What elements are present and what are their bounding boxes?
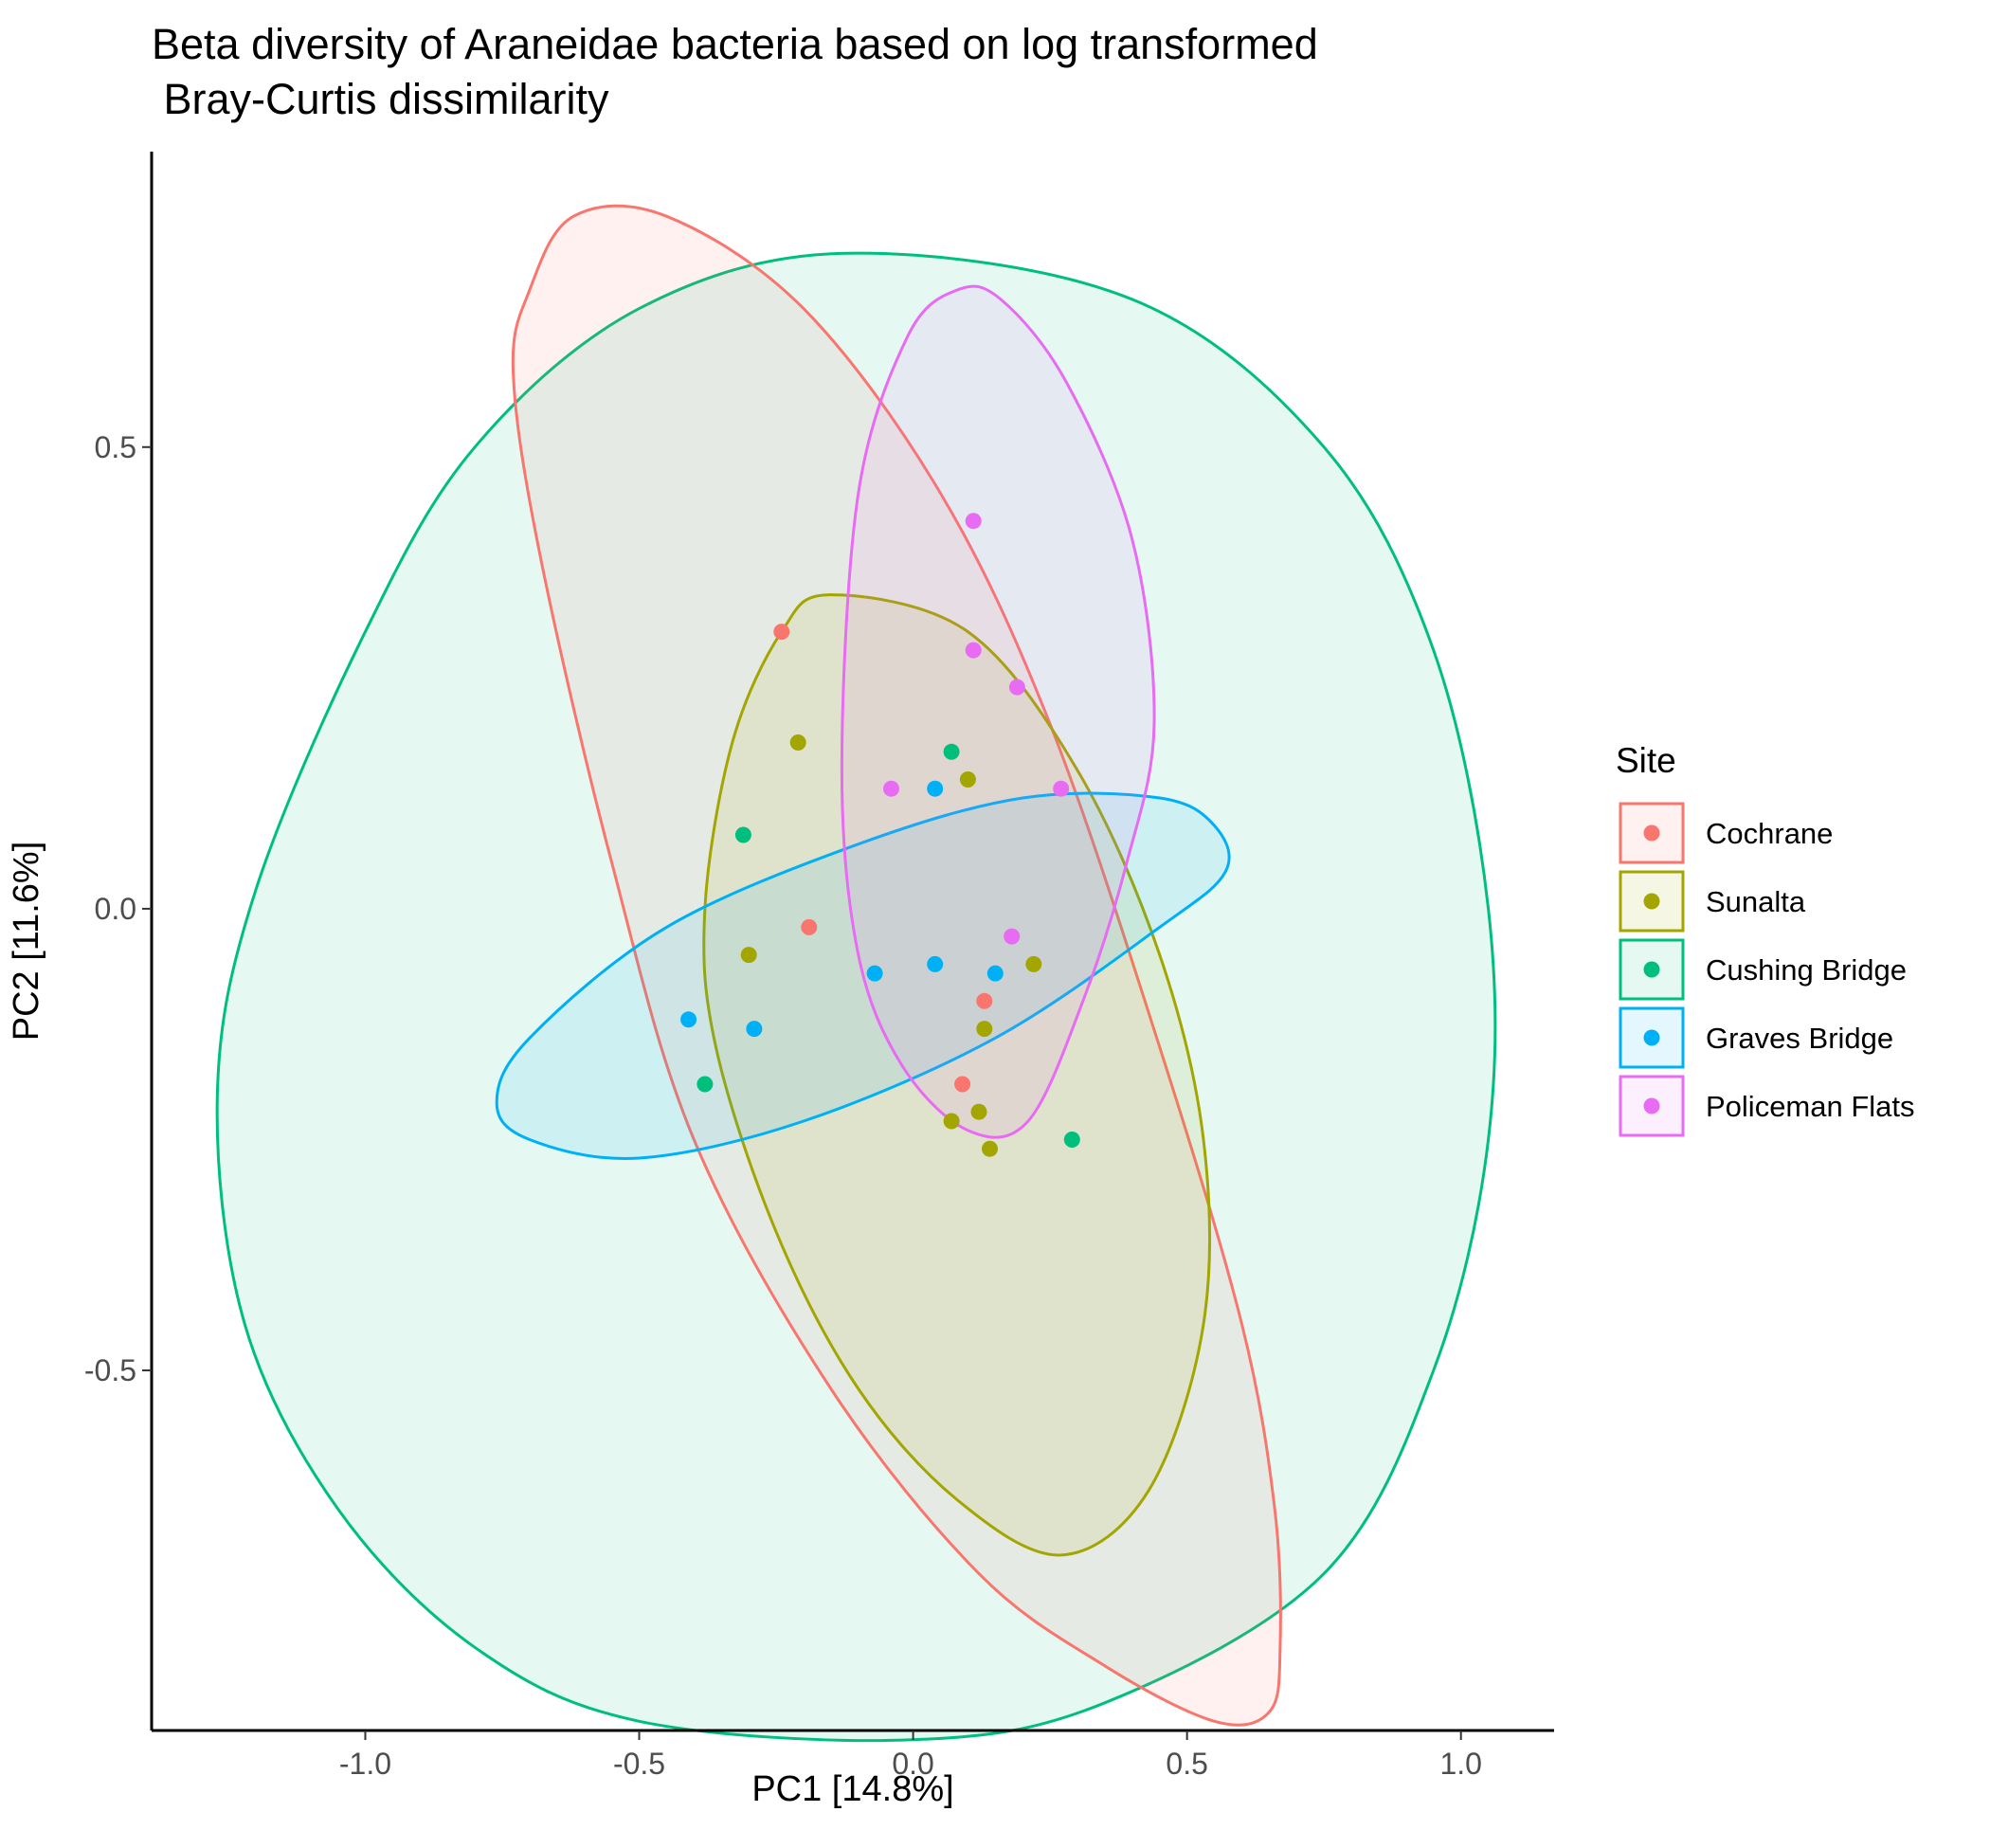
point-policeman-flats-1 <box>965 513 982 530</box>
point-sunalta-5 <box>976 1021 993 1038</box>
y-axis-title: PC2 [11.6%] <box>7 842 46 1042</box>
legend-item-cochrane: Cochrane <box>1619 802 1833 864</box>
point-policeman-flats-3 <box>1008 679 1025 696</box>
legend: Site Cochrane Sunalta Cushing Bridge Graves… <box>1616 741 1915 1137</box>
x-tick-label: 0.0 <box>892 1747 933 1781</box>
legend-dot-policeman-flats <box>1643 1097 1660 1114</box>
point-policeman-flats-6 <box>1004 928 1021 945</box>
point-sunalta-1 <box>789 734 806 751</box>
point-sunalta-7 <box>943 1113 960 1130</box>
point-sunalta-4 <box>1025 955 1042 972</box>
point-sunalta-3 <box>740 947 757 964</box>
ellipse-policeman-flats <box>840 284 1156 1139</box>
point-cushing-bridge-2 <box>734 826 751 843</box>
legend-dot-cochrane <box>1643 824 1660 842</box>
x-tick-label: 0.5 <box>1166 1747 1207 1781</box>
legend-label-policeman-flats: Policeman Flats <box>1706 1090 1915 1123</box>
point-sunalta-8 <box>982 1140 998 1157</box>
point-graves-bridge-6 <box>986 965 1004 982</box>
point-cochrane-1 <box>773 624 790 641</box>
point-graves-bridge-1 <box>680 1011 697 1028</box>
point-cushing-bridge-4 <box>1063 1132 1080 1148</box>
x-axis-title: PC1 [14.8%] <box>751 1769 953 1809</box>
point-policeman-flats-4 <box>883 780 899 797</box>
legend-key-cushing-bridge <box>1619 938 1685 1001</box>
point-graves-bridge-4 <box>927 955 944 972</box>
x-tick-label: 1.0 <box>1439 1747 1481 1781</box>
ellipse-sunalta <box>702 593 1212 1557</box>
point-cochrane-2 <box>801 918 818 935</box>
legend-label-cushing-bridge: Cushing Bridge <box>1706 953 1907 987</box>
point-layer <box>680 513 1080 1157</box>
x-tick-label: -0.5 <box>613 1747 665 1781</box>
point-graves-bridge-3 <box>866 965 883 982</box>
legend-item-sunalta: Sunalta <box>1619 870 1806 933</box>
legend-label-cochrane: Cochrane <box>1706 817 1833 850</box>
point-cushing-bridge-3 <box>696 1076 714 1093</box>
point-cushing-bridge-1 <box>943 743 960 760</box>
point-graves-bridge-2 <box>746 1021 763 1038</box>
point-cochrane-3 <box>954 1076 971 1093</box>
legend-item-graves-bridge: Graves Bridge <box>1619 1006 1893 1069</box>
legend-dot-cushing-bridge <box>1643 961 1660 978</box>
y-tick-label: 0.5 <box>95 430 136 464</box>
chart-title-line-1: Beta diversity of Araneidae bacteria bas… <box>152 20 1318 68</box>
chart-title-line-2: Bray-Curtis dissimilarity <box>152 75 609 123</box>
legend-label-sunalta: Sunalta <box>1706 885 1806 918</box>
point-policeman-flats-2 <box>965 642 982 659</box>
legend-dot-graves-bridge <box>1643 1029 1660 1046</box>
y-axis-ticks: -0.5 0.0 0.5 <box>84 430 152 1387</box>
legend-key-sunalta <box>1619 870 1685 933</box>
point-cochrane-4 <box>976 992 993 1009</box>
legend-item-cushing-bridge: Cushing Bridge <box>1619 938 1907 1001</box>
point-policeman-flats-5 <box>1053 780 1070 797</box>
x-axis-ticks: -1.0 -0.5 0.0 0.5 1.0 <box>339 1730 1482 1781</box>
x-tick-label: -1.0 <box>339 1747 391 1781</box>
legend-title: Site <box>1616 741 1676 780</box>
ellipse-cushing-bridge <box>215 251 1497 1743</box>
legend-item-policeman-flats: Policeman Flats <box>1619 1075 1915 1137</box>
point-graves-bridge-5 <box>927 780 944 797</box>
point-sunalta-6 <box>970 1103 987 1120</box>
ellipse-cochrane <box>511 204 1282 1727</box>
y-tick-label: 0.0 <box>95 892 136 926</box>
y-tick-label: -0.5 <box>84 1353 136 1387</box>
legend-dot-sunalta <box>1643 893 1660 910</box>
legend-label-graves-bridge: Graves Bridge <box>1706 1022 1893 1055</box>
ellipse-layer <box>215 204 1497 1743</box>
point-sunalta-2 <box>959 771 976 788</box>
